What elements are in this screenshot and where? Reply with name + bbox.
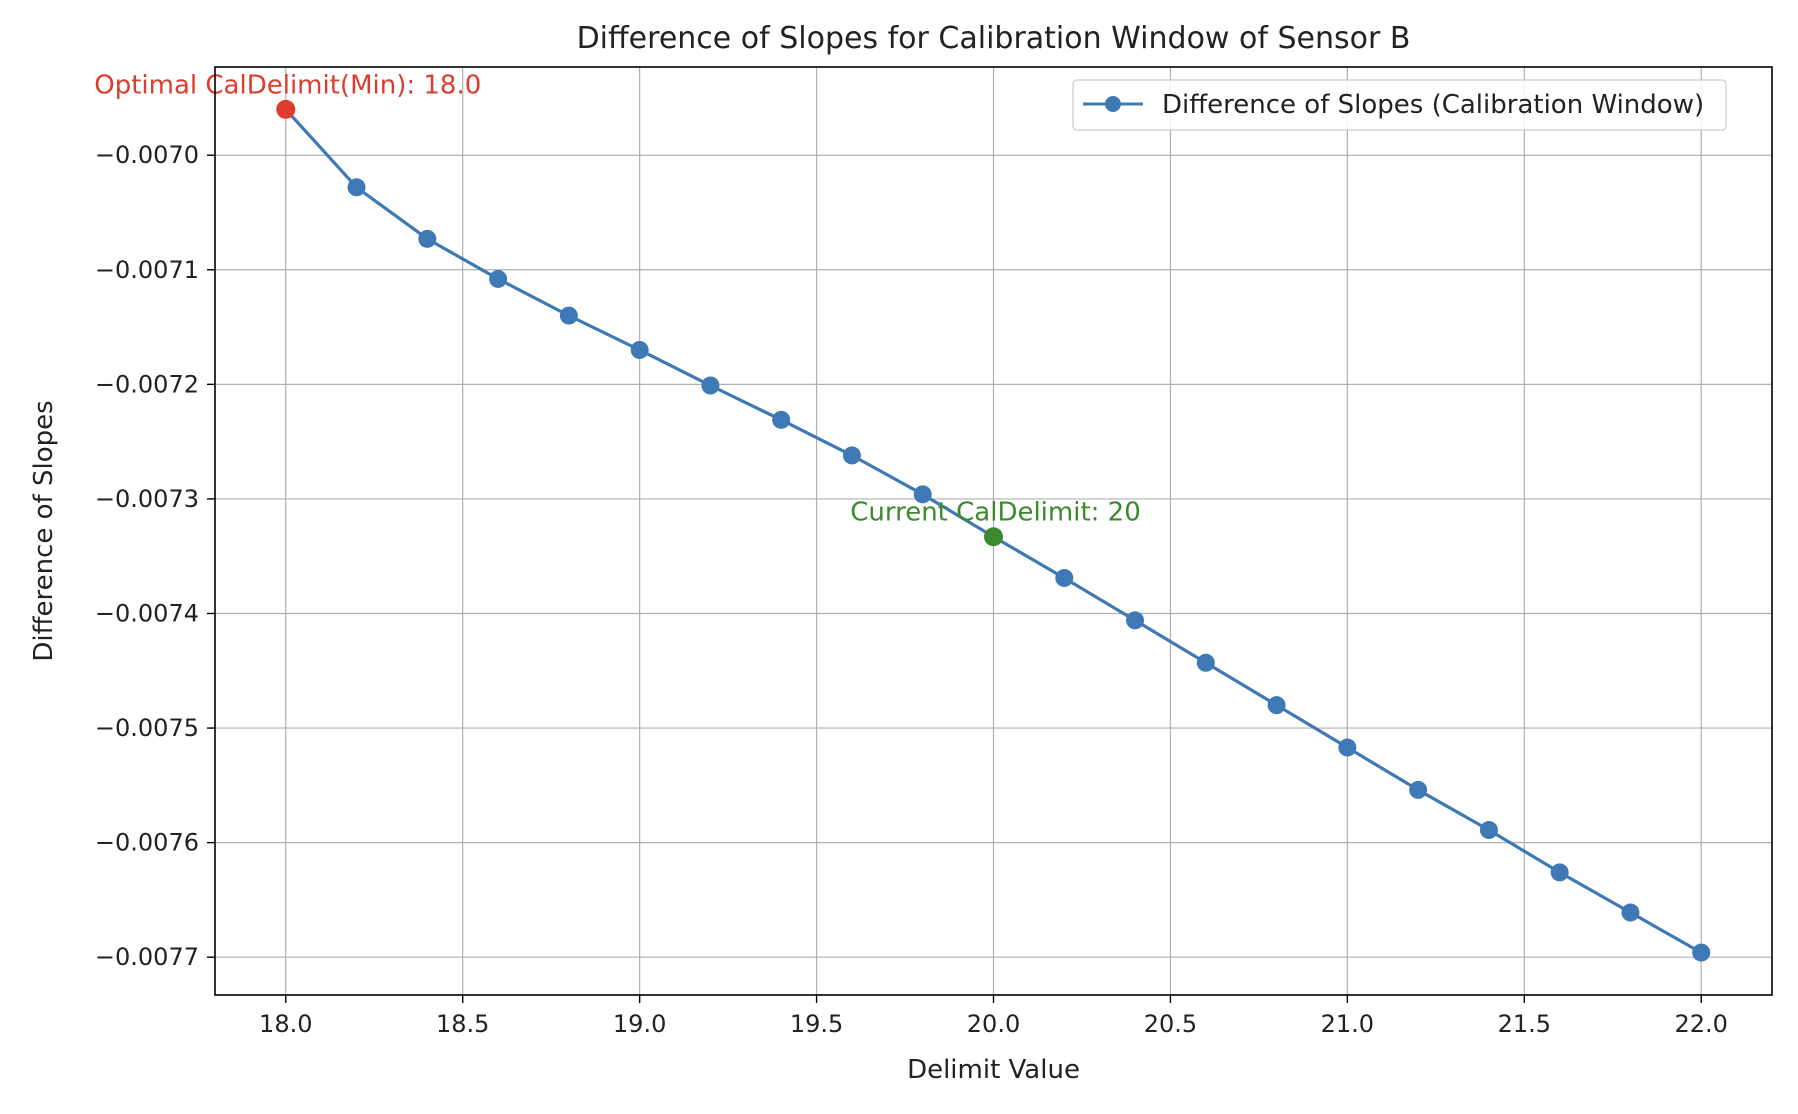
- y-tick-label: −0.0074: [95, 599, 199, 627]
- data-point: [347, 178, 366, 197]
- data-point: [772, 410, 791, 429]
- data-point: [1550, 863, 1569, 882]
- legend-box: [1072, 79, 1727, 131]
- x-axis-label: Delimit Value: [907, 1055, 1080, 1085]
- y-tick-label: −0.0076: [95, 829, 199, 857]
- annotation-label: Current CalDelimit: 20: [850, 498, 1141, 528]
- x-tick-label: 21.0: [1321, 1010, 1374, 1038]
- data-point: [1338, 738, 1357, 757]
- data-point: [418, 229, 437, 248]
- annotation-point: [276, 99, 296, 119]
- data-point: [1196, 653, 1215, 672]
- data-point: [1621, 903, 1640, 922]
- data-point: [1479, 821, 1498, 840]
- data-point: [489, 269, 508, 288]
- data-point: [1126, 611, 1145, 630]
- annotation-label: Optimal CalDelimit(Min): 18.0: [94, 70, 481, 100]
- plot-frame: [214, 66, 1773, 996]
- annotation-layer: Optimal CalDelimit(Min): 18.0 Current Cal…: [94, 70, 1141, 547]
- x-tick-label: 21.5: [1498, 1010, 1551, 1038]
- x-tick-label: 18.0: [259, 1010, 312, 1038]
- x-tick-label: 19.0: [613, 1010, 666, 1038]
- data-point: [842, 446, 861, 465]
- y-axis-ticks: −0.0070 −0.0071 −0.0072 −0.0073 −0.0074 −0.00…: [95, 141, 215, 971]
- y-tick-label: −0.0071: [95, 256, 199, 284]
- data-point: [559, 306, 578, 325]
- y-tick-label: −0.0075: [95, 714, 199, 742]
- x-tick-label: 20.5: [1144, 1010, 1197, 1038]
- annotation-point: [984, 527, 1003, 547]
- x-tick-label: 22.0: [1675, 1010, 1728, 1038]
- data-point: [1267, 696, 1286, 715]
- x-tick-label: 19.5: [790, 1010, 843, 1038]
- y-tick-label: −0.0072: [95, 370, 199, 398]
- x-axis-ticks: 18.0 18.5 19.0 19.5 20.0 20.5 21.0 21.5 22.0: [259, 995, 1728, 1038]
- data-point: [1692, 943, 1711, 962]
- legend-entry-label: Difference of Slopes (Calibration Window…: [1162, 90, 1704, 120]
- y-tick-label: −0.0077: [95, 943, 199, 971]
- y-tick-label: −0.0070: [95, 141, 199, 169]
- y-axis-label: Difference of Slopes: [29, 400, 59, 661]
- x-tick-label: 18.5: [436, 1010, 489, 1038]
- data-point: [1409, 780, 1428, 799]
- y-tick-label: −0.0073: [95, 485, 199, 513]
- data-point: [630, 340, 649, 359]
- x-tick-label: 20.0: [967, 1010, 1020, 1038]
- legend: Difference of Slopes (Calibration Window…: [1072, 79, 1727, 131]
- chart-title: Difference of Slopes for Calibration Win…: [577, 21, 1411, 56]
- legend-marker-swatch: [1105, 96, 1121, 112]
- data-point: [913, 485, 932, 504]
- data-point: [1055, 568, 1074, 587]
- grid-lines: [215, 67, 1772, 995]
- data-point: [701, 376, 720, 395]
